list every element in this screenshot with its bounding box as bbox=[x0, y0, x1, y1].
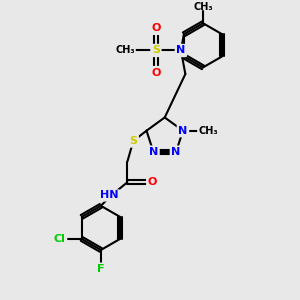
Text: S: S bbox=[129, 136, 137, 146]
Text: O: O bbox=[151, 68, 160, 78]
Text: N: N bbox=[178, 126, 188, 136]
Text: O: O bbox=[148, 177, 157, 187]
Text: N: N bbox=[171, 147, 181, 157]
Text: CH₃: CH₃ bbox=[198, 126, 218, 136]
Text: S: S bbox=[152, 46, 160, 56]
Text: F: F bbox=[97, 264, 105, 274]
Text: O: O bbox=[151, 23, 160, 33]
Text: N: N bbox=[176, 46, 186, 56]
Text: HN: HN bbox=[100, 190, 119, 200]
Text: N: N bbox=[149, 147, 158, 157]
Text: CH₃: CH₃ bbox=[193, 2, 213, 12]
Text: CH₃: CH₃ bbox=[115, 46, 135, 56]
Text: Cl: Cl bbox=[54, 234, 66, 244]
